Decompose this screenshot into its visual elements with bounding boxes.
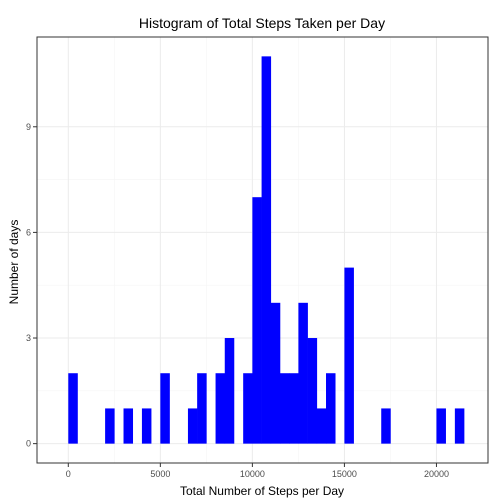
x-tick-label: 5000 [150,469,170,479]
histogram-bar [279,373,290,444]
y-axis: 0 3 6 9 [26,122,37,449]
y-tick-label: 3 [26,333,31,343]
histogram-bar [307,338,318,444]
histogram-bar [381,408,391,444]
y-tick-label: 6 [26,227,31,237]
histogram-bars [68,56,465,444]
y-tick-label: 0 [26,439,31,449]
histogram-bar [243,373,253,444]
histogram-bar [123,408,134,444]
x-axis: 0 5000 10000 15000 20000 [66,463,449,479]
histogram-bar [436,408,446,444]
x-tick-label: 0 [66,469,71,479]
x-tick-label: 10000 [240,469,265,479]
histogram-bar [261,56,272,444]
histogram-bar [344,267,354,444]
histogram-bar [454,408,465,444]
x-tick-label: 20000 [424,469,449,479]
x-tick-label: 15000 [332,469,357,479]
histogram-bar [105,408,115,444]
histogram-bar [215,373,226,444]
x-axis-title: Total Number of Steps per Day [180,484,344,498]
histogram-bar [141,408,152,444]
histogram-bar [252,197,262,444]
y-axis-title: Number of days [7,220,21,305]
histogram-bar [160,373,170,444]
chart-title: Histogram of Total Steps Taken per Day [139,15,385,31]
histogram-bar [197,373,207,444]
histogram-bar [270,302,281,444]
histogram-bar [68,373,78,444]
histogram-bar [298,302,308,444]
histogram-bar [289,373,299,444]
histogram-bar [326,373,336,444]
histogram-bar [187,408,198,444]
panel-border [36,36,489,464]
y-tick-label: 9 [26,122,31,132]
histogram-bar [224,338,235,444]
histogram-bar [316,408,327,444]
